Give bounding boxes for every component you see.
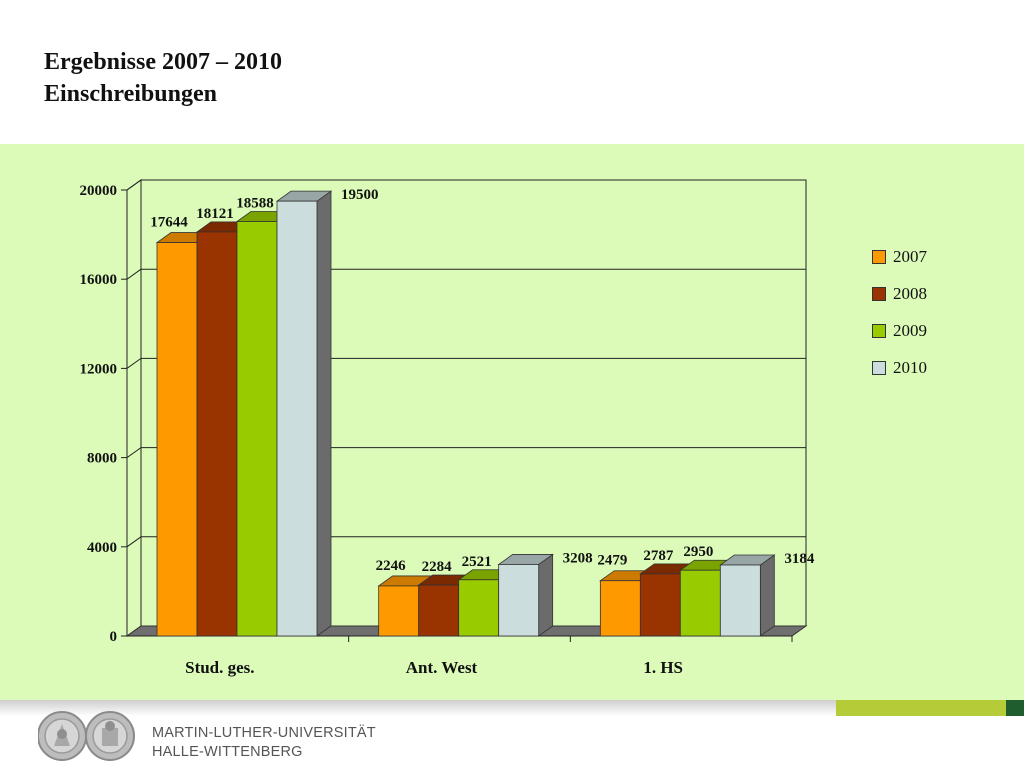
- bar-front: [599, 580, 641, 637]
- bar-2010-1: [497, 553, 554, 637]
- data-label: 19500: [341, 187, 379, 203]
- bar-front: [639, 573, 681, 637]
- chart-panel: 0 4000 8000 12000 16000 20000 17644 18121 18588 1…: [0, 144, 1024, 700]
- footer-divider: [0, 700, 836, 716]
- bar-side: [538, 553, 554, 637]
- chart-side-wall: [126, 179, 142, 637]
- legend-item-2010: 2010: [872, 349, 927, 386]
- bar-front: [498, 564, 540, 637]
- y-tick-label: 12000: [80, 361, 118, 377]
- gridline-side: [126, 447, 142, 459]
- y-tick-label: 4000: [87, 540, 117, 556]
- bar-front: [236, 221, 278, 637]
- legend-swatch: [872, 323, 886, 338]
- bar-front: [196, 231, 238, 637]
- y-tick-label: 20000: [80, 183, 118, 199]
- data-label: 2787: [643, 548, 674, 564]
- data-label: 3184: [784, 551, 815, 567]
- data-label: 2950: [683, 544, 713, 560]
- bar-front: [276, 200, 318, 637]
- x-category-label: 1. HS: [643, 658, 683, 677]
- legend-swatch: [872, 286, 886, 301]
- chart-legend: 2007 2008 2009 2010: [872, 238, 927, 386]
- x-category-label: Ant. West: [406, 658, 478, 677]
- bar-front: [458, 579, 500, 637]
- slide-title-line1: Ergebnisse 2007 – 2010: [44, 49, 283, 75]
- legend-label: 2010: [893, 357, 927, 377]
- data-label: 2284: [422, 559, 453, 575]
- legend-swatch: [872, 360, 886, 375]
- legend-item-2007: 2007: [872, 238, 927, 275]
- data-label: 17644: [150, 215, 188, 231]
- legend-item-2008: 2008: [872, 275, 927, 312]
- bar-side: [316, 190, 332, 637]
- x-category-label: Stud. ges.: [185, 658, 254, 677]
- legend-label: 2007: [893, 246, 927, 266]
- data-label: 2479: [597, 553, 627, 569]
- data-label: 3208: [563, 550, 593, 566]
- bar-front: [418, 584, 460, 637]
- bar-front: [378, 585, 420, 637]
- data-label: 18121: [196, 206, 234, 222]
- university-name-line2: HALLE-WITTENBERG: [152, 744, 303, 760]
- data-label: 18588: [236, 195, 274, 211]
- y-tick-label: 8000: [87, 451, 117, 467]
- data-label: 2521: [462, 554, 492, 570]
- bar-front: [156, 242, 198, 637]
- bar-side: [759, 554, 775, 637]
- university-name-line1: MARTIN-LUTHER-UNIVERSITÄT: [152, 725, 376, 741]
- bar-front: [719, 564, 761, 637]
- gridline-side: [126, 179, 142, 191]
- bar-2010-0: [275, 190, 333, 637]
- legend-swatch: [872, 249, 886, 264]
- university-name: MARTIN-LUTHER-UNIVERSITÄT HALLE-WITTENBE…: [152, 724, 376, 762]
- legend-label: 2008: [893, 283, 927, 303]
- gridline-side: [126, 357, 142, 369]
- gridline-side: [126, 536, 142, 548]
- legend-item-2009: 2009: [872, 312, 927, 349]
- y-tick-label: 0: [110, 629, 118, 645]
- data-label: 2246: [376, 558, 407, 574]
- slide-title-line2: Einschreibungen: [44, 81, 217, 107]
- bar-front: [679, 569, 721, 637]
- university-seal-logo: [38, 711, 135, 761]
- gridline-side: [126, 268, 142, 280]
- footer-accent-green: [836, 700, 1006, 716]
- legend-label: 2009: [893, 320, 927, 340]
- bar-2010-2: [719, 554, 776, 637]
- footer-accent-dark: [1006, 700, 1024, 716]
- y-tick-label: 16000: [80, 272, 118, 288]
- slide-title: Ergebnisse 2007 – 2010 Einschreibungen: [44, 46, 282, 110]
